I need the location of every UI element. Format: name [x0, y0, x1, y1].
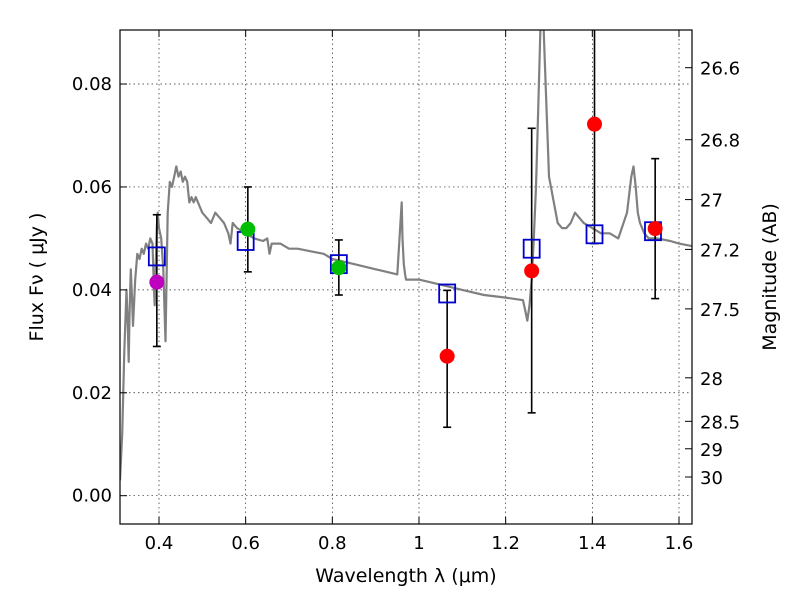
observed-flux-point: [240, 221, 256, 237]
x-tick-label: 1.2: [491, 533, 520, 554]
y2-tick-label: 27.2: [700, 240, 740, 261]
observed-flux-point: [587, 116, 602, 132]
y2-tick-label: 26.6: [700, 59, 740, 80]
x-tick-label: 1.4: [578, 533, 607, 554]
y2-tick-label: 26.8: [700, 131, 740, 152]
y2-tick-label: 29: [700, 440, 723, 461]
x-tick-label: 1: [413, 533, 424, 554]
grid: [120, 30, 692, 524]
x-axis-label: Wavelength λ (μm): [315, 565, 496, 587]
y2-tick-label: 27: [700, 191, 723, 212]
model-flux-square: [147, 246, 166, 267]
data-layer: [120, 30, 692, 481]
y-tick-label: 0.02: [72, 383, 112, 404]
x-tick-label: 0.8: [318, 533, 347, 554]
observed-flux-point: [331, 260, 347, 276]
y-axis-label: Flux Fν ( μJy ): [26, 213, 48, 342]
ticks: 0.4 0.6 0.8 1 1.2 1.4 1.6 0.00 0.02 0.04 0.06 0.08 2…: [72, 30, 740, 554]
observed-flux-point: [647, 221, 663, 237]
y-tick-label: 0.00: [72, 486, 112, 507]
y2-tick-label: 30: [700, 468, 723, 489]
y2-tick-label: 28.5: [700, 412, 740, 433]
observed-flux-point: [439, 348, 455, 364]
x-tick-label: 0.6: [231, 533, 260, 554]
y-tick-label: 0.08: [72, 74, 112, 95]
x-tick-label: 0.4: [145, 533, 174, 554]
y-tick-label: 0.04: [72, 280, 112, 301]
model-flux-square: [522, 238, 541, 259]
x-tick-label: 1.6: [665, 533, 694, 554]
observed-flux-point: [524, 263, 540, 279]
model-flux-square: [585, 224, 604, 245]
y2-tick-label: 28: [700, 369, 723, 390]
y2-tick-label: 27.5: [700, 300, 740, 321]
y-tick-label: 0.06: [72, 177, 112, 198]
model-flux-square: [438, 283, 457, 304]
observed-flux-point: [149, 274, 165, 290]
plot-frame: [119, 29, 693, 525]
y2-axis-label: Magnitude (AB): [759, 203, 781, 351]
